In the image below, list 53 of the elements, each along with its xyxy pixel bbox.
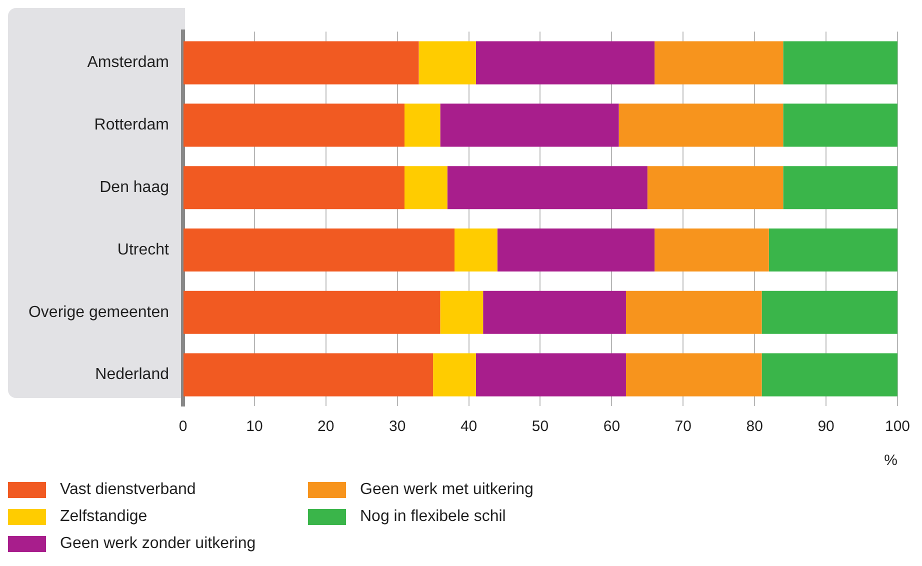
bar [184,41,419,84]
bar [647,166,784,210]
bar [184,166,404,210]
bar [447,166,648,210]
bar [184,353,434,396]
bar [404,166,448,210]
x-tick-label: 80 [746,418,763,436]
bar [762,290,898,334]
y-tick-label: Nederland [95,366,169,384]
bar [783,104,898,147]
bar [476,353,626,396]
x-tick-label: 60 [603,418,620,436]
legend-label: Geen werk met uitkering [360,480,534,498]
bar [762,353,898,396]
x-tick-label: 90 [818,418,834,436]
bar [497,228,655,272]
bar [654,41,784,84]
y-tick-label: Utrecht [117,241,170,258]
x-tick-label: 40 [460,418,478,436]
legend-label: Zelfstandige [60,508,148,526]
bar [184,104,404,147]
x-tick-label: 10 [246,418,263,436]
bar [184,290,440,334]
x-axis-title: % [884,452,898,470]
x-tick-label: 0 [178,418,188,436]
y-tick-label: Den haag [100,179,169,196]
x-tick-label: 30 [389,418,406,436]
bar [404,104,440,147]
legend-label: Nog in flexibele schil [360,508,506,526]
bar [768,228,898,272]
bar [440,290,484,334]
bar [454,228,498,272]
y-tick-label: Rotterdam [94,116,169,134]
bar [184,228,455,272]
bar [433,353,476,396]
bar [618,104,784,147]
bar [783,41,898,84]
bar [654,228,769,272]
y-tick-label: Amsterdam [87,54,169,72]
bar [440,104,619,147]
legend-label: Vast dienstverband [60,480,196,498]
y-tick-label: Overige gemeenten [28,304,169,321]
bar [476,41,655,84]
x-tick-label: 70 [674,418,692,436]
x-tick-label: 50 [532,418,549,436]
bar [626,353,762,396]
x-tick-label: 20 [318,418,334,436]
bar [783,166,898,210]
bar [483,290,626,334]
legend-label: Geen werk zonder uitkering [60,534,256,552]
x-tick-label: 100 [884,418,910,436]
bar [418,41,476,84]
bar [626,290,762,334]
